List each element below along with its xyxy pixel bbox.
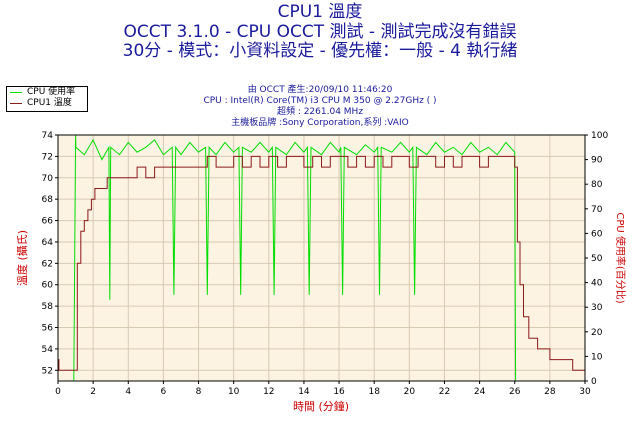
- x-tick-label: 8: [196, 387, 202, 397]
- info-motherboard: 主機板品牌 :Sony Corporation,系列 :VAIO: [231, 118, 409, 128]
- x-tick-label: 6: [161, 387, 167, 397]
- x-tick-label: 0: [55, 387, 61, 397]
- ticks-group: 0 2 4 6 8 10 12 14 16 18 20 22 24 26 28 305254565860626…: [42, 131, 609, 397]
- info-generated: 由 OCCT 產生:20/09/10 11:46:20: [247, 85, 393, 95]
- x-tick-label: 30: [579, 387, 591, 397]
- y-left-tick-label: 58: [42, 302, 54, 312]
- y-right-tick-label: 30: [591, 303, 603, 313]
- chart-subtitle-2: 30分 - 模式：小資料設定 - 優先權：一般 - 4 執行緒: [122, 41, 518, 61]
- y-right-tick-label: 0: [591, 377, 597, 387]
- x-tick-label: 16: [333, 387, 345, 397]
- x-tick-label: 26: [509, 387, 521, 397]
- y-left-tick-label: 70: [42, 174, 54, 184]
- legend-item-cpu-temp: CPU1 溫度: [7, 98, 87, 109]
- x-tick-label: 12: [263, 387, 274, 397]
- x-tick-label: 4: [125, 387, 131, 397]
- y-right-tick-label: 20: [591, 328, 603, 338]
- x-tick-label: 28: [544, 387, 556, 397]
- y-left-tick-label: 74: [42, 131, 54, 141]
- y-left-tick-label: 68: [42, 195, 54, 205]
- y-axis-label-right: CPU 使用率(百分比): [614, 212, 627, 303]
- y-left-tick-label: 60: [42, 281, 54, 291]
- y-axis-label-left: 溫度 (攝氏): [15, 230, 29, 286]
- x-tick-label: 20: [404, 387, 416, 397]
- chart-legend: CPU 使用率 CPU1 溫度: [6, 86, 88, 112]
- y-right-tick-label: 90: [591, 156, 603, 166]
- legend-label-cpu-usage: CPU 使用率: [27, 87, 76, 97]
- series-group: [58, 134, 585, 382]
- y-left-tick-label: 72: [42, 152, 53, 162]
- legend-swatch-cpu-usage: [10, 92, 22, 93]
- y-right-tick-label: 70: [591, 205, 603, 215]
- series-line-cpu-temp: [58, 155, 585, 371]
- chart-subtitle-1: OCCT 3.1.0 - CPU OCCT 測試 - 測試完成沒有錯誤: [123, 22, 517, 42]
- series-line-cpu-usage: [58, 134, 585, 382]
- y-right-tick-label: 80: [591, 180, 603, 190]
- legend-item-cpu-usage: CPU 使用率: [7, 87, 87, 98]
- y-right-tick-label: 50: [591, 254, 603, 264]
- x-tick-label: 24: [474, 387, 486, 397]
- y-left-tick-label: 62: [42, 259, 53, 269]
- x-tick-label: 18: [368, 387, 380, 397]
- y-left-tick-label: 54: [42, 345, 54, 355]
- legend-swatch-cpu-temp: [10, 103, 22, 104]
- y-right-tick-label: 100: [591, 131, 608, 141]
- info-cpu: CPU : Intel(R) Core(TM) i3 CPU M 350 @ 2…: [203, 96, 437, 106]
- info-frequency: 超頻 : 2261.04 MHz: [276, 107, 364, 117]
- y-right-tick-label: 40: [591, 279, 603, 289]
- legend-label-cpu-temp: CPU1 溫度: [27, 98, 72, 108]
- x-tick-label: 2: [90, 387, 96, 397]
- x-axis-label: 時間 (分鐘): [293, 399, 349, 413]
- y-left-tick-label: 56: [42, 324, 54, 334]
- chart-title: CPU1 溫度: [277, 2, 363, 22]
- x-tick-label: 22: [439, 387, 450, 397]
- y-left-tick-label: 52: [42, 366, 53, 376]
- y-left-tick-label: 66: [42, 217, 54, 227]
- x-tick-label: 10: [228, 387, 240, 397]
- y-right-tick-label: 60: [591, 229, 603, 239]
- y-left-tick-label: 64: [42, 238, 54, 248]
- y-right-tick-label: 10: [591, 352, 603, 362]
- x-tick-label: 14: [298, 387, 310, 397]
